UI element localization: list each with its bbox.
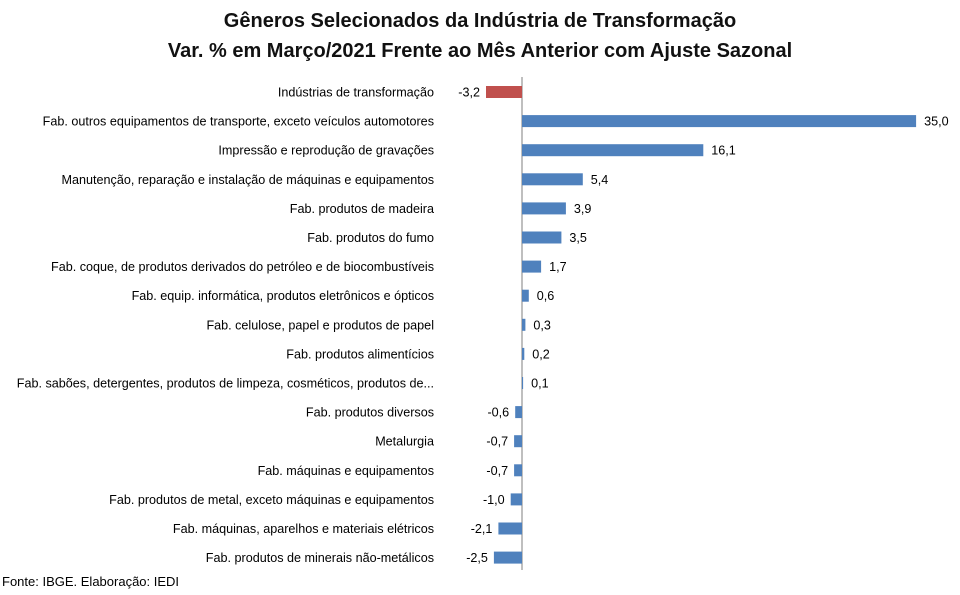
value-label: -1,0: [483, 493, 505, 507]
category-label: Fab. produtos diversos: [306, 406, 434, 420]
bar: [510, 493, 522, 506]
category-label: Fab. produtos alimentícios: [286, 347, 434, 361]
category-label: Fab. equip. informática, produtos eletrô…: [132, 289, 434, 303]
bar: [515, 406, 522, 419]
bar: [514, 435, 522, 448]
value-label: -0,7: [486, 435, 508, 449]
category-label: Fab. produtos de minerais não-metálicos: [206, 551, 434, 565]
value-label: -2,1: [471, 522, 493, 536]
bar: [522, 377, 524, 389]
value-label: 16,1: [711, 144, 736, 158]
value-label: -3,2: [458, 86, 480, 100]
category-label: Fab. máquinas, aparelhos e materiais elé…: [173, 522, 434, 536]
value-label: 3,5: [569, 231, 587, 245]
bar: [522, 173, 583, 186]
bar: [522, 289, 529, 302]
category-label: Fab. máquinas e equipamentos: [258, 464, 434, 478]
value-label: -2,5: [466, 551, 488, 565]
chart-title: Gêneros Selecionados da Indústria de Tra…: [223, 10, 737, 32]
bar: [522, 318, 526, 331]
bar: [498, 522, 522, 535]
value-label: -0,6: [487, 406, 509, 420]
bar: [522, 202, 566, 215]
value-label: 1,7: [549, 260, 567, 274]
category-label: Fab. outros equipamentos de transporte, …: [43, 115, 434, 129]
category-label: Fab. coque, de produtos derivados do pet…: [51, 260, 434, 274]
chart-subtitle: Var. % em Março/2021 Frente ao Mês Anter…: [167, 40, 793, 62]
value-label: 35,0: [924, 115, 949, 129]
bar: [522, 115, 917, 128]
bar: [514, 464, 522, 477]
bar: [522, 260, 542, 273]
category-label: Fab. produtos do fumo: [307, 231, 434, 245]
category-label: Impressão e reprodução de gravações: [218, 144, 434, 158]
value-label: 0,1: [531, 377, 549, 391]
value-label: 0,2: [532, 347, 550, 361]
category-label: Fab. sabões, detergentes, produtos de li…: [17, 377, 434, 391]
bar: [522, 347, 525, 360]
bar: [486, 86, 522, 98]
source-note: Fonte: IBGE. Elaboração: IEDI: [2, 574, 180, 589]
category-label: Fab. celulose, papel e produtos de papel: [206, 318, 434, 332]
category-label: Fab. produtos de madeira: [290, 202, 434, 216]
category-label: Manutenção, reparação e instalação de má…: [62, 173, 434, 187]
value-label: 5,4: [591, 173, 609, 187]
bar: [522, 144, 704, 157]
bar: [522, 231, 562, 244]
bar: [493, 551, 522, 564]
value-label: 0,3: [533, 318, 551, 332]
value-label: 0,6: [537, 289, 555, 303]
category-label: Indústrias de transformação: [278, 86, 434, 100]
value-label: -0,7: [486, 464, 508, 478]
category-label: Fab. produtos de metal, exceto máquinas …: [109, 493, 434, 507]
value-label: 3,9: [574, 202, 592, 216]
category-label: Metalurgia: [375, 435, 434, 449]
